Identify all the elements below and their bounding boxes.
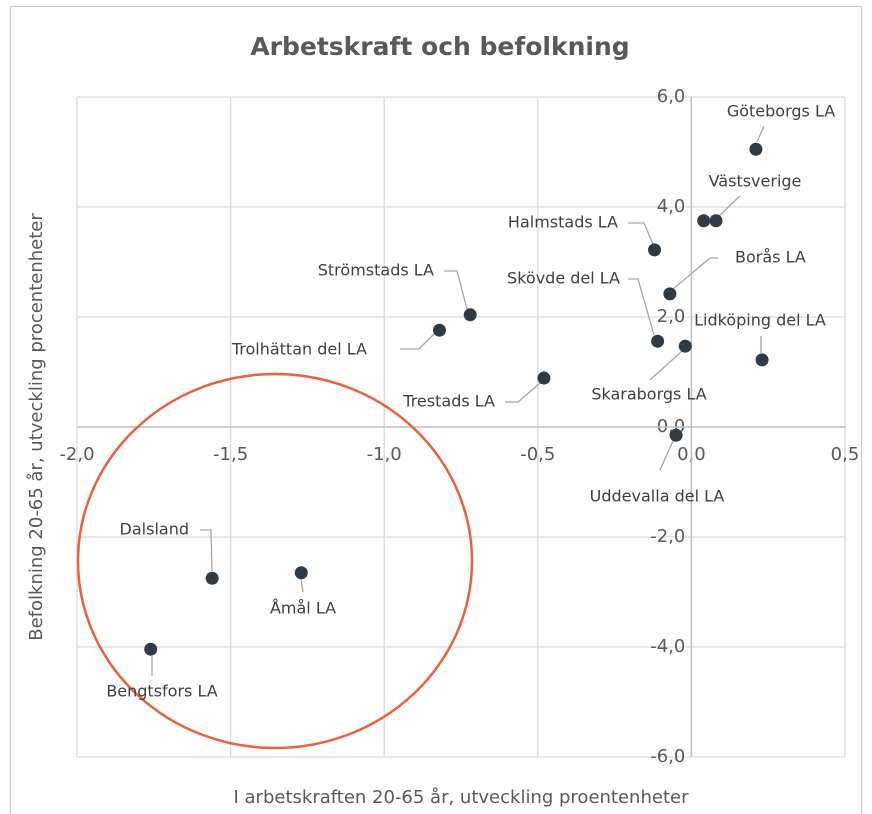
point-label: Skaraborgs LA — [591, 385, 706, 404]
scatter-point — [651, 334, 665, 348]
y-tick-label: 2,0 — [657, 306, 686, 327]
point-label: Uddevalla del LA — [590, 487, 725, 506]
scatter-point — [205, 571, 219, 585]
point-label: Trestads LA — [402, 392, 495, 411]
scatter-point — [697, 214, 711, 228]
leader-line — [628, 222, 654, 245]
chart-title: Arbetskraft och befolkning — [250, 32, 629, 61]
point-label: Strömstads LA — [318, 261, 434, 280]
point-label: Göteborgs LA — [727, 102, 835, 121]
leader-line — [300, 578, 304, 593]
highlight-circle — [76, 372, 474, 750]
scatter-point — [294, 566, 308, 580]
scatter-point — [463, 308, 477, 322]
x-tick-label: 0,5 — [831, 444, 860, 465]
x-tick-label: -0,5 — [520, 444, 555, 465]
grid: -2,0 -1,5 -1,0 -0,5 0,0 0,5-6,0-4,0-2,00,02,0… — [59, 86, 859, 767]
scatter-point — [755, 353, 769, 367]
point-label: Dalsland — [120, 520, 189, 539]
leader-line — [717, 195, 741, 218]
leader-line — [200, 529, 213, 572]
x-tick-label: -1,5 — [213, 444, 248, 465]
leader-line — [505, 382, 541, 403]
scatter-point — [144, 642, 158, 656]
x-tick-label: -2,0 — [59, 444, 94, 465]
x-axis-title: I arbetskraften 20-65 år, utveckling pro… — [234, 787, 690, 808]
scatter-point — [678, 339, 692, 353]
scatter-point — [709, 214, 723, 228]
leader-line — [649, 350, 683, 381]
point-label: Trolhättan del LA — [231, 340, 367, 359]
scatter-point — [749, 142, 763, 156]
leader-line — [628, 278, 655, 336]
scatter-point — [432, 323, 446, 337]
leader-line — [672, 257, 718, 290]
point-label: Västsverige — [709, 172, 802, 191]
scatter-point — [669, 428, 683, 442]
y-axis-title: Befolkning 20-65 år, utveckling procente… — [26, 213, 47, 641]
scatter-point — [537, 371, 551, 385]
y-tick-label: -2,0 — [650, 526, 685, 547]
point-label: Halmstads LA — [508, 213, 618, 232]
x-tick-label: -1,0 — [367, 444, 402, 465]
point-label: Bengtsfors LA — [106, 682, 217, 701]
plot: Göteborgs LA Västsverige Halmstads LA Borås… — [106, 102, 835, 701]
scatter-point — [663, 287, 677, 301]
point-label: Lidköping del LA — [694, 311, 826, 330]
leader-line — [444, 270, 468, 310]
point-label: Borås LA — [735, 248, 806, 267]
leader-line — [400, 333, 435, 350]
y-tick-label: -6,0 — [650, 746, 685, 767]
point-label: Åmål LA — [270, 599, 336, 618]
y-tick-label: -4,0 — [650, 636, 685, 657]
y-tick-label: 4,0 — [657, 196, 686, 217]
leader-line — [659, 440, 674, 471]
scatter-point — [648, 243, 662, 257]
chart-frame — [10, 6, 862, 814]
y-tick-label: 6,0 — [657, 86, 686, 107]
point-label: Skövde del LA — [507, 269, 620, 288]
leader-line — [756, 125, 765, 143]
